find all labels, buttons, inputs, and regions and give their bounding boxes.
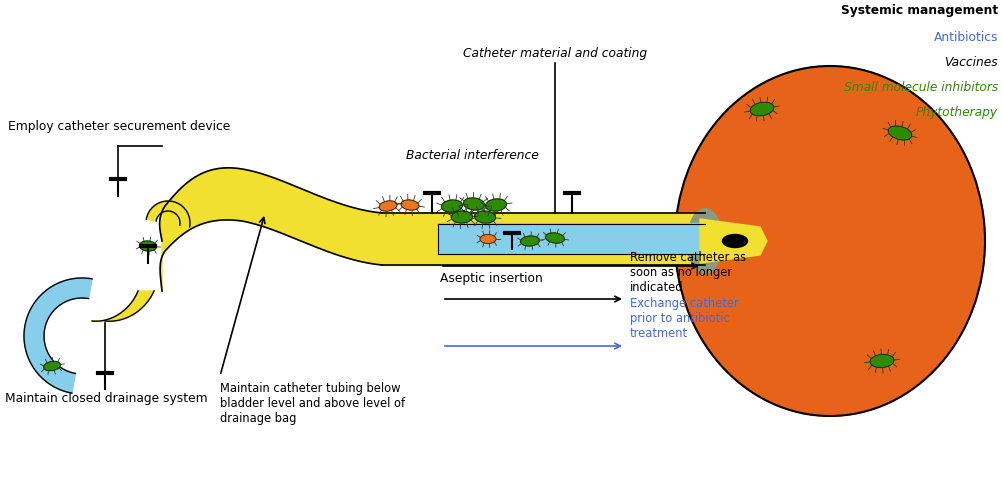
Text: Maintain catheter tubing below
bladder level and above level of
drainage bag: Maintain catheter tubing below bladder l…: [220, 381, 405, 424]
Ellipse shape: [749, 103, 773, 117]
Text: Small molecule inhibitors: Small molecule inhibitors: [843, 81, 997, 94]
Ellipse shape: [674, 67, 984, 416]
Ellipse shape: [870, 355, 893, 368]
Ellipse shape: [479, 235, 495, 244]
Polygon shape: [24, 279, 92, 393]
Ellipse shape: [139, 241, 156, 252]
Ellipse shape: [441, 200, 462, 212]
Polygon shape: [92, 292, 153, 322]
Ellipse shape: [888, 127, 911, 141]
Text: Antibiotics: Antibiotics: [933, 31, 997, 44]
Ellipse shape: [463, 198, 484, 211]
Text: Employ catheter securement device: Employ catheter securement device: [8, 120, 230, 133]
Ellipse shape: [451, 211, 472, 223]
Text: Vaccines: Vaccines: [944, 56, 997, 69]
Ellipse shape: [379, 201, 396, 212]
Text: Systemic management: Systemic management: [841, 4, 997, 17]
Ellipse shape: [520, 236, 539, 246]
Text: Phytotherapy: Phytotherapy: [915, 106, 997, 119]
Polygon shape: [699, 219, 766, 264]
Ellipse shape: [400, 200, 418, 211]
Text: Maintain closed drainage system: Maintain closed drainage system: [5, 391, 208, 404]
Ellipse shape: [43, 362, 60, 371]
Ellipse shape: [474, 211, 494, 223]
Polygon shape: [146, 201, 190, 227]
Ellipse shape: [545, 233, 564, 243]
Ellipse shape: [722, 235, 747, 248]
Text: Bacterial interference: Bacterial interference: [405, 149, 538, 162]
Polygon shape: [159, 168, 381, 292]
Bar: [381, 213, 707, 266]
Text: Remove catheter as
soon as no longer
indicated: Remove catheter as soon as no longer ind…: [629, 250, 745, 294]
Ellipse shape: [485, 199, 506, 211]
Bar: [437, 224, 704, 255]
Ellipse shape: [687, 209, 722, 274]
Text: Exchange catheter
prior to antibiotic
treatment: Exchange catheter prior to antibiotic tr…: [629, 297, 738, 339]
Text: Aseptic insertion: Aseptic insertion: [439, 272, 543, 285]
Text: Catheter material and coating: Catheter material and coating: [462, 47, 646, 60]
